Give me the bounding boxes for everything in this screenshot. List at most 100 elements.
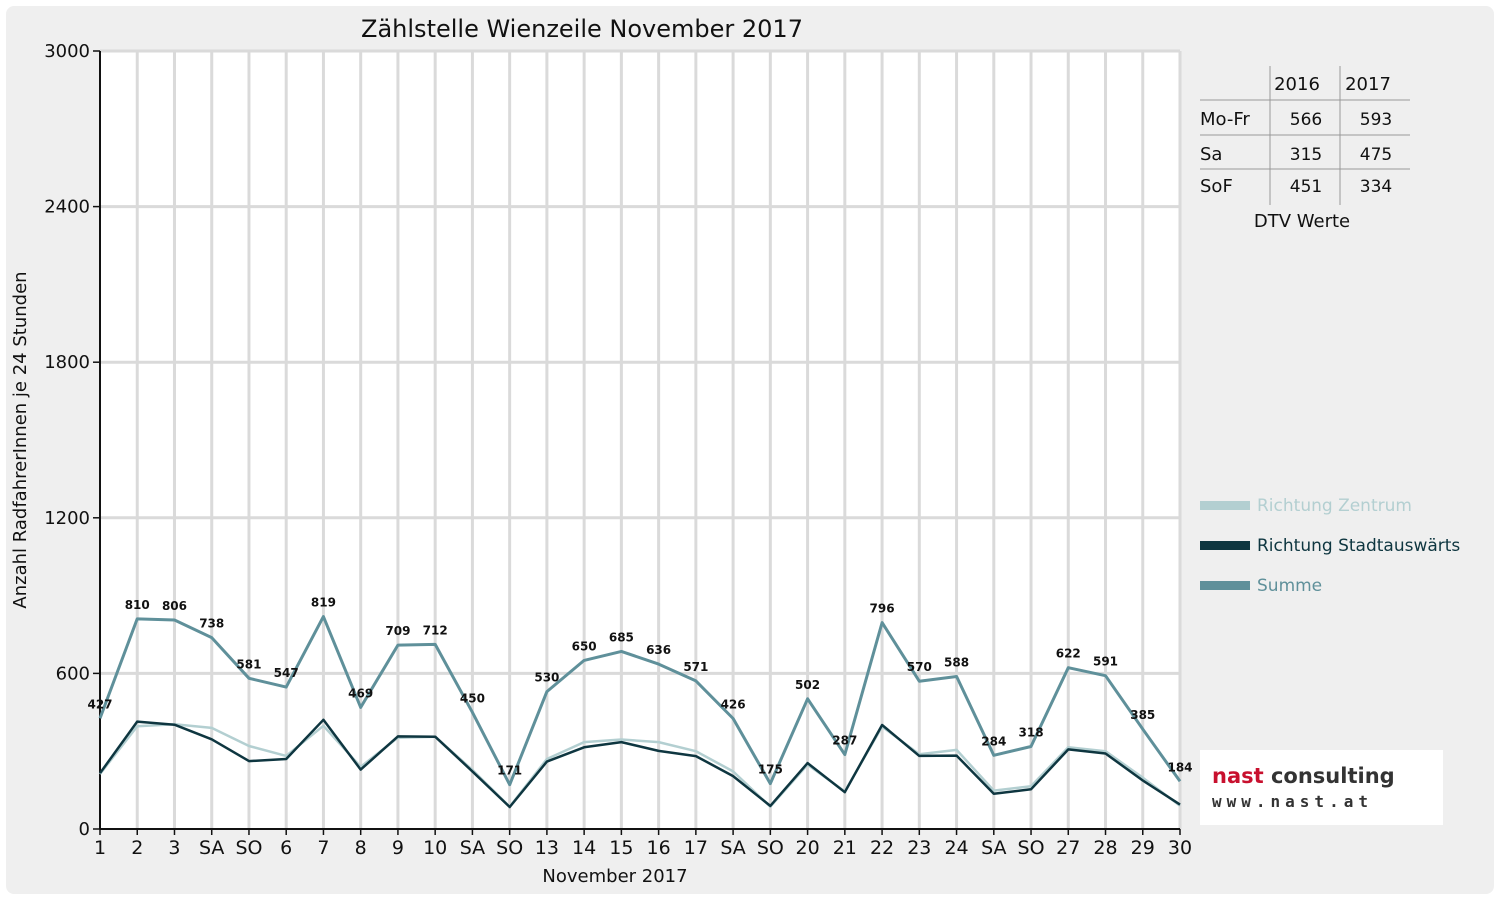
x-tick-label: 17 [684,837,708,859]
series-line-stadtauswaerts [98,718,1181,809]
data-label: 502 [795,678,820,692]
x-tick-label: 7 [317,837,329,859]
y-tick-label: 1200 [44,508,90,529]
data-label: 709 [385,624,410,638]
x-tick-label: 13 [535,837,559,859]
dtv-cell: 315 [1290,145,1322,165]
x-tick-label: 2 [131,837,143,859]
dtv-caption: DTV Werte [1254,211,1350,232]
plot-area [100,51,1180,829]
x-tick-label: SO [757,837,784,859]
y-tick-label: 0 [79,819,90,840]
dtv-table: 2016 2017 Mo-Fr 566 593 Sa 315 475 SoF 4… [1200,66,1410,232]
legend-swatch-stadtauswaerts [1200,541,1250,550]
x-tick-label: 27 [1056,837,1080,859]
dtv-cell: 566 [1290,110,1322,130]
dtv-cell: 475 [1360,145,1392,165]
legend-label-zentrum: Richtung Zentrum [1257,496,1412,516]
data-label: 738 [199,617,224,631]
data-label: 469 [348,686,373,700]
data-label: 810 [125,598,150,612]
x-tick-label: 21 [833,837,857,859]
data-label: 570 [907,660,932,674]
x-tick-label: 20 [795,837,819,859]
data-label: 581 [236,657,261,671]
y-tick-label: 1800 [44,352,90,373]
y-tick-label: 600 [56,663,90,684]
dtv-header-2017: 2017 [1345,74,1391,95]
data-labels: 427 810 806 738 581 547 819 469 709 712 450 171 530 6… [87,596,1192,778]
legend-swatch-zentrum [1200,501,1250,510]
data-label: 588 [944,656,969,670]
dtv-cell: 451 [1290,177,1322,197]
data-label: 796 [870,602,895,616]
logo-url: www.nast.at [1212,792,1373,811]
x-tick-label: 28 [1093,837,1117,859]
data-label: 650 [572,639,597,653]
x-tick-label: 8 [355,837,367,859]
legend: Richtung Zentrum Richtung Stadtauswärts … [1200,496,1460,596]
data-label: 712 [423,623,448,637]
x-axis-label: November 2017 [542,866,687,887]
logo-wordmark-consulting: consulting [1263,764,1395,788]
legend-swatch-summe [1200,581,1250,590]
chart-title: Zählstelle Wienzeile November 2017 [361,15,803,43]
y-axis-label: Anzahl RadfahrerInnen je 24 Stunden [10,271,31,608]
series-line-zentrum [99,722,1181,808]
x-tick-label: 10 [423,837,447,859]
x-tick-label: 30 [1168,837,1192,859]
x-tick-label: 23 [907,837,931,859]
x-tick-label: 3 [168,837,180,859]
data-label: 636 [646,643,671,657]
axes [99,51,1180,830]
data-label: 450 [460,691,485,705]
y-axis-ticks: 0 600 1200 1800 2400 3000 [44,41,100,840]
logo-wordmark: nast consulting [1212,764,1395,788]
data-label: 175 [758,763,783,777]
legend-label-summe: Summe [1257,576,1322,596]
data-label: 591 [1093,655,1118,669]
x-tick-label: 16 [647,837,671,859]
data-label: 171 [497,764,522,778]
grid-lines [100,49,1182,829]
x-tick-label: SO [235,837,262,859]
dtv-cell: 334 [1360,177,1392,197]
data-label: 571 [683,660,708,674]
data-label: 622 [1056,647,1081,661]
nast-consulting-logo: nast consulting www.nast.at [1200,750,1443,825]
x-tick-label: SO [1018,837,1045,859]
x-tick-label: 9 [392,837,404,859]
y-tick-label: 3000 [44,41,90,62]
x-tick-label: 6 [280,837,292,859]
data-label: 184 [1167,760,1192,774]
x-axis-ticks: 1 2 3 SA SO 6 7 8 9 10 SA SO 13 14 15 16 17 SA SO 20 21 22 23 2… [94,829,1192,859]
x-tick-label: 15 [609,837,633,859]
data-label: 819 [311,596,336,610]
x-tick-label: 29 [1131,837,1155,859]
data-label: 685 [609,630,634,644]
x-tick-label: 24 [944,837,968,859]
data-label: 806 [162,599,187,613]
x-tick-label: SA [199,837,224,859]
data-label: 530 [534,671,559,685]
dtv-cell: 593 [1360,110,1392,130]
dtv-row-label: SoF [1200,176,1233,197]
dtv-row-label: Mo-Fr [1200,109,1250,130]
data-label: 284 [981,734,1006,748]
x-tick-label: 1 [94,837,106,859]
x-tick-label: 22 [870,837,894,859]
data-label: 427 [87,697,112,711]
y-tick-label: 2400 [44,197,90,218]
series-lines [98,615,1182,809]
data-label: 287 [832,734,857,748]
x-tick-label: SA [720,837,745,859]
logo-wordmark-nast: nast [1212,764,1264,788]
data-label: 318 [1019,726,1044,740]
data-label: 426 [721,698,746,712]
x-tick-label: 14 [572,837,596,859]
series-line-summe [98,615,1182,787]
x-tick-label: SA [460,837,485,859]
data-label: 385 [1130,708,1155,722]
x-tick-label: SO [496,837,523,859]
